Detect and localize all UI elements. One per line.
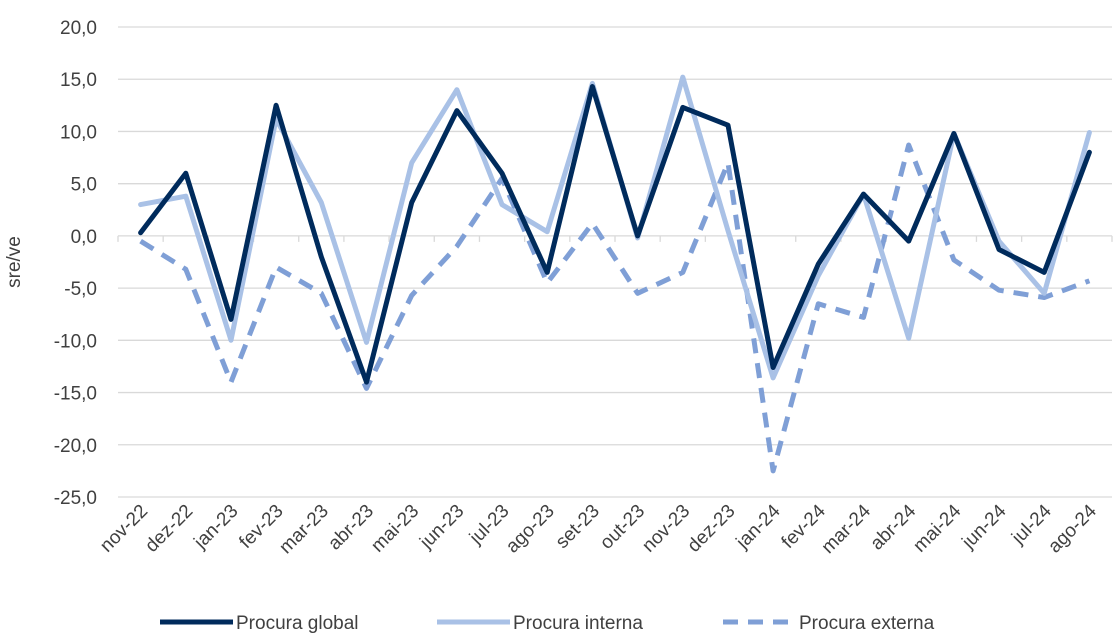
y-tick-label: 5,0 (71, 175, 97, 196)
series-line-1 (138, 84, 1092, 385)
x-tick-label: dez-23 (684, 501, 740, 557)
x-tick-label: ago-23 (502, 501, 559, 558)
x-tick-label: jun-24 (958, 500, 1011, 553)
legend-label: Procura externa (799, 613, 935, 634)
x-tick-label: jun-23 (415, 501, 468, 554)
x-tick-label: set-23 (552, 501, 604, 553)
legend-label: Procura global (236, 613, 359, 634)
y-tick-label: -10,0 (54, 331, 97, 352)
x-tick-label: ago-24 (1044, 500, 1101, 557)
y-tick-label: 15,0 (60, 70, 97, 91)
y-tick-label: 0,0 (71, 227, 97, 248)
x-tick-label: mar-24 (818, 500, 876, 558)
y-tick-label: -15,0 (54, 384, 97, 405)
y-axis-label: sre/ve (4, 236, 25, 288)
legend-label: Procura interna (513, 613, 643, 634)
y-tick-label: -25,0 (54, 488, 97, 509)
y-tick-label: -20,0 (54, 436, 97, 457)
y-tick-label: 20,0 (60, 18, 97, 39)
x-tick-label: dez-22 (141, 501, 197, 557)
x-tick-label: nov-23 (638, 501, 694, 557)
x-tick-label: mai-24 (909, 500, 965, 556)
x-tick-label: jan-23 (190, 501, 243, 554)
series-line-3 (139, 142, 1091, 474)
x-tick-label: abr-23 (324, 501, 378, 555)
y-tick-label: -5,0 (64, 279, 97, 300)
x-tick-label: abr-24 (867, 500, 921, 554)
x-tick-label: jan-24 (732, 500, 785, 553)
x-tick-label: mar-23 (275, 501, 332, 558)
x-tick-label: mai-23 (367, 501, 423, 557)
y-tick-label: 10,0 (60, 122, 97, 143)
x-tick-label: nov-22 (96, 501, 152, 557)
